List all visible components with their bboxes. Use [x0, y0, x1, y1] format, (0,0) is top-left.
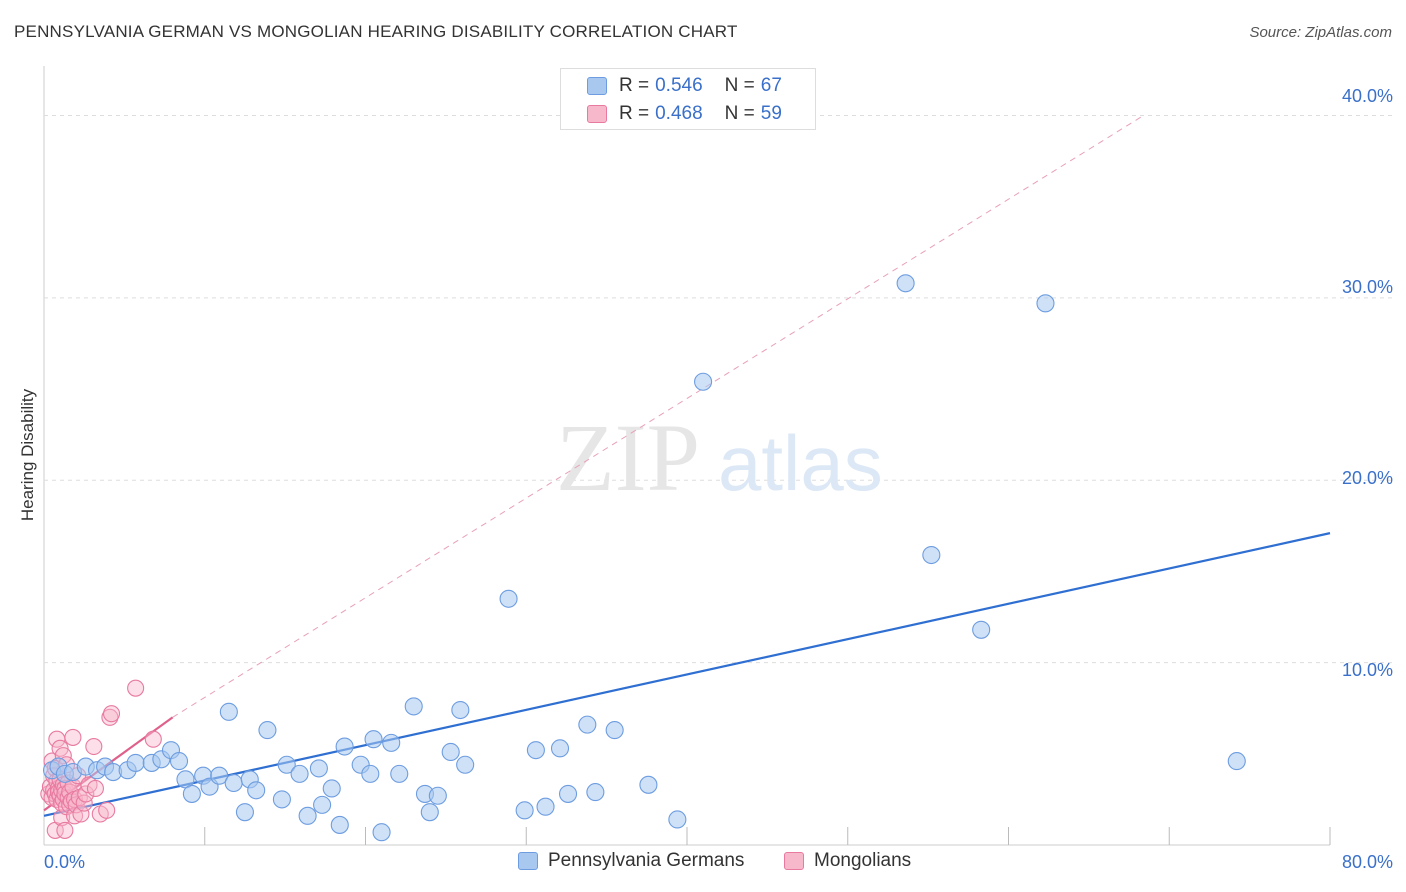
pennsylvania-germans-point: [420, 803, 439, 822]
legend-label: Pennsylvania Germans: [548, 850, 745, 871]
chart-title: PENNSYLVANIA GERMAN VS MONGOLIAN HEARING…: [14, 22, 738, 41]
pennsylvania-germans-point: [1227, 752, 1246, 771]
pennsylvania-germans-point: [578, 715, 597, 734]
pennsylvania-germans-point: [972, 620, 991, 639]
pennsylvania-germans-point: [372, 823, 391, 842]
r-value: 0.468: [655, 103, 703, 124]
pennsylvania-germans-point: [298, 806, 317, 825]
mongolians-point: [56, 821, 74, 839]
pennsylvania-germans-point: [126, 753, 145, 772]
pink-swatch: [587, 105, 607, 123]
pennsylvania-germans-point: [247, 781, 266, 800]
pennsylvania-germans-point: [361, 764, 380, 783]
pennsylvania-germans-point: [694, 372, 713, 391]
pennsylvania-germans-point: [499, 589, 518, 608]
legend-row-mongolians: R = 0.468 N = 59: [587, 101, 782, 127]
watermark-zip: ZIP: [556, 404, 700, 511]
pennsylvania-germans-point: [558, 784, 578, 803]
pennsylvania-germans-point: [922, 545, 941, 565]
pennsylvania-germans-point: [182, 784, 201, 803]
y-tick-label-10: 10.0%: [1341, 660, 1393, 680]
source-label: Source: ZipAtlas.com: [1249, 24, 1392, 41]
watermark-atlas: atlas: [718, 419, 883, 507]
pennsylvania-germans-point: [639, 775, 658, 794]
pennsylvania-germans-point: [586, 783, 605, 802]
pennsylvania-germans-point: [404, 697, 423, 716]
pennsylvania-germans-point: [536, 797, 555, 816]
pennsylvania-germans-point: [382, 733, 401, 752]
pennsylvania-germans-point: [515, 801, 534, 820]
pennsylvania-germans-point: [313, 795, 332, 814]
r-value: 0.546: [655, 75, 703, 96]
mongolians-point: [127, 679, 145, 697]
y-tick-label-20: 20.0%: [1341, 468, 1393, 488]
r-label: R =: [619, 75, 650, 96]
pennsylvania-germans-point: [235, 803, 254, 822]
pennsylvania-germans-point: [896, 274, 915, 293]
pennsylvania-germans-point: [428, 786, 447, 805]
pennsylvania-germans-point: [335, 737, 354, 756]
pennsylvania-germans-point: [550, 739, 570, 758]
pennsylvania-germans-trend-line: [43, 532, 1331, 817]
pennsylvania-germans-point: [272, 790, 291, 809]
pennsylvania-germans-point: [451, 700, 470, 720]
pennsylvania-germans-point: [169, 752, 189, 771]
n-value: 67: [760, 75, 782, 96]
mongolians-point: [86, 779, 104, 798]
n-value: 59: [760, 103, 782, 124]
pennsylvania-germans-point: [210, 766, 229, 785]
pennsylvania-germans-point: [309, 759, 328, 778]
pennsylvania-germans-point: [322, 779, 341, 798]
blue-swatch: [518, 852, 538, 870]
pennsylvania-germans-point: [364, 730, 383, 749]
legend-item-pennsylvania-germans: Pennsylvania Germans: [518, 850, 744, 872]
pennsylvania-germans-point: [258, 721, 277, 740]
pink-swatch: [784, 852, 804, 870]
y-axis-label: Hearing Disability: [18, 388, 37, 522]
pennsylvania-germans-point: [290, 764, 309, 783]
n-label: N =: [724, 103, 755, 124]
pennsylvania-germans-point: [1036, 294, 1055, 313]
pennsylvania-germans-point: [668, 810, 687, 829]
x-tick-label-min: 0.0%: [44, 852, 86, 872]
pennsylvania-germans-point: [456, 755, 475, 774]
n-label: N =: [724, 75, 755, 96]
pennsylvania-germans-point: [219, 702, 238, 721]
pennsylvania-germans-point: [390, 764, 409, 783]
correlation-legend: R = 0.546 N = 67 R = 0.468 N = 59: [560, 68, 816, 130]
mongolians-point: [144, 730, 162, 748]
mongolians-point: [85, 737, 103, 756]
mongolians-point: [98, 801, 116, 819]
pennsylvania-germans-point: [277, 755, 296, 774]
pennsylvania-germans-point: [441, 742, 460, 762]
legend-item-mongolians: Mongolians: [784, 850, 911, 872]
r-label: R =: [619, 103, 650, 124]
mongolians-points: [40, 679, 162, 839]
mongolians-point: [64, 728, 82, 746]
mongolians-point: [53, 809, 71, 827]
pennsylvania-germans-point: [224, 773, 243, 793]
pennsylvania-germans-point: [526, 741, 545, 760]
mongolians-point: [72, 805, 90, 823]
mongolians-point: [77, 785, 95, 803]
pennsylvania-germans-point: [330, 815, 349, 834]
y-tick-label-30: 30.0%: [1341, 277, 1393, 297]
watermark: ZIP atlas: [556, 404, 883, 511]
y-tick-label-40: 40.0%: [1341, 86, 1393, 106]
mongolians-point: [102, 705, 121, 723]
mongolians-point: [65, 807, 84, 825]
pennsylvania-germans-point: [605, 721, 624, 740]
grid-layer: [43, 66, 1392, 846]
blue-swatch: [587, 77, 607, 95]
mongolians-trend-extension: [172, 115, 1144, 718]
legend-row-pennsylvania-germans: R = 0.546 N = 67: [587, 73, 782, 99]
pennsylvania-germans-points: [42, 274, 1246, 842]
x-tick-label-max: 80.0%: [1341, 852, 1393, 872]
legend-label: Mongolians: [814, 850, 912, 871]
